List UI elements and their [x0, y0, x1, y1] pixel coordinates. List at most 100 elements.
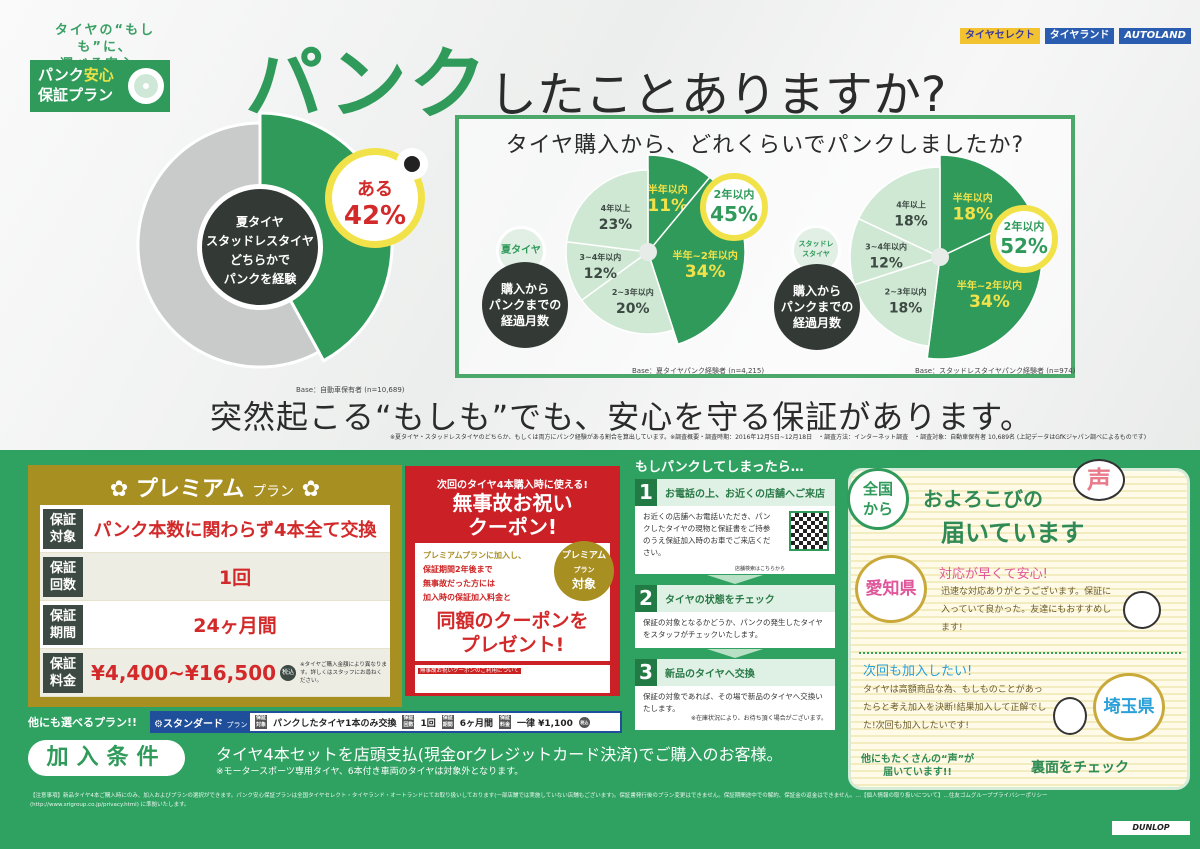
center-line: 夏タイヤ: [236, 215, 284, 229]
studless-base-note: Base：スタッドレスタイヤパンク経験者 (n=974): [915, 367, 1076, 375]
pie-slice: [647, 154, 711, 255]
down-arrow-icon: [707, 575, 763, 584]
row-value: ¥4,400~¥16,500: [91, 660, 277, 685]
slice-category-label: 半年以内: [953, 191, 993, 204]
table-row: 保証 回数 1回: [40, 553, 390, 601]
conditions-note: ※モータースポーツ専用タイヤ、6本付き車両のタイヤは対象外となります。: [216, 767, 524, 777]
check-back-side-link[interactable]: 裏面をチェック: [1031, 760, 1129, 776]
voice-heading: 次回も加入したい!: [863, 664, 973, 679]
center-line: パンクまでの: [488, 298, 562, 312]
survey-footnote: ※夏タイヤ・スタッドレスタイヤのどちらか、もしくは両方にパンク経験がある割合を算…: [390, 434, 1147, 441]
coupon-text: プレミアムプランに加入し、 保証期間2年後まで 無事故だった方には 加入時の保証加入料…: [423, 551, 526, 602]
step-2-body: 保証の対象となるかどうか、パンクの発生したタイヤをスタッフがチェックいたします。: [635, 612, 835, 648]
table-row: 保証 期間 24ヶ月間: [40, 601, 390, 649]
voice-body: タイヤは高額商品な為、もしものことがあったらと考え加入を決断!結果加入して正解で…: [863, 685, 1047, 731]
step-3-heading: 3 新品のタイヤへ交換: [635, 659, 835, 686]
detail-label: 保証期間: [441, 715, 454, 729]
logo-text: パンク: [38, 66, 84, 84]
panel-title: タイヤ購入から、どれくらいでパンクしましたか?: [505, 133, 1025, 158]
summer-center-label: 購入からパンクまでの 経過月数: [482, 262, 568, 348]
center-line: 経過月数: [500, 314, 549, 328]
badge-value: 42%: [343, 201, 407, 231]
slice-category-label: 4年以上: [896, 199, 926, 209]
customer-voices: 全国 から およろこびの 声 届いています 愛知県 対応が早くて安心! 迅速な対応…: [847, 459, 1190, 790]
price-note: ※タイヤご購入金額により異なります。詳しくはスタッフにお尋ねください。: [300, 661, 387, 684]
voices-title: およろこびの: [923, 487, 1043, 511]
step-3-body: 保証の対象であれば、その場で新品のタイヤへ交換いたします。 ※在庫状況により、お待…: [635, 686, 835, 730]
logo-text: 保証プラン: [38, 86, 114, 104]
premium-plan-table: 保証 対象 パンク本数に関わらず4本全て交換 保証 回数 1回 保証 期間 24ヶ月間 保証…: [40, 505, 390, 697]
brand-tireland-logo: タイヤランド: [1044, 28, 1115, 44]
center-line: 購入から: [500, 282, 549, 296]
slice-category-label: 4年以上: [601, 203, 631, 213]
coupon-big-text: 同額のクーポンを プレゼント!: [436, 610, 589, 656]
more-voices-text: 他にもたくさんの“声”が 届いています!!: [861, 754, 975, 778]
divider: [859, 652, 1181, 654]
donut-base-note: Base：自動車保有者 (n=10,689): [296, 386, 405, 394]
down-arrow-icon: [707, 649, 763, 658]
voices-title: 届いています: [941, 519, 1085, 547]
row-value: パンク本数に関わらず4本全て交換: [93, 519, 377, 541]
pie-hub: [639, 243, 657, 261]
detail-value: 一律 ¥1,100: [516, 718, 573, 729]
tagline-line: タイヤの“もしも”に、: [54, 23, 156, 55]
slice-category-label: 半年~2年以内: [672, 249, 737, 262]
detail-value: 6ヶ月間: [459, 718, 493, 729]
center-line: パンクまでの: [780, 300, 854, 314]
qr-caption: 店舗検索はこちらから: [734, 566, 785, 572]
slice-value-label: 18%: [952, 204, 993, 224]
prefecture-saitama: 埼玉県: [1093, 673, 1165, 741]
plan-name: プレミアム: [135, 477, 245, 502]
donut-center-label: 夏タイヤ スタッドレスタイヤ どちらかで パンクを経験: [197, 184, 323, 310]
slice-value-label: 11%: [647, 196, 688, 216]
badge-value: 52%: [1000, 234, 1048, 258]
pie-slice: [580, 250, 675, 335]
pie-slice: [565, 169, 649, 253]
badge-label: ある: [357, 179, 393, 200]
happy-person-icon: [1123, 591, 1161, 629]
detail-value: 1回: [420, 718, 436, 729]
standard-plan-details: 保証対象 パンクしたタイヤ1本のみ交換 保証回数 1回 保証期間 6ヶ月間 保証料金一…: [250, 713, 620, 731]
row-label: 保証 期間: [43, 604, 83, 645]
page-title: パンクしたことありますか?: [245, 22, 946, 134]
badge-label: 2年以内: [713, 188, 755, 201]
plan-logo: パンク安心 保証プラン: [30, 60, 170, 112]
pie-slice: [565, 240, 650, 302]
step-1-body: お近くの店舗へお電話いただき、パンクしたタイヤの現物と保証書をご持参のうえ保証加…: [635, 506, 835, 574]
brand-autoland-logo: AUTOLAND: [1119, 28, 1191, 44]
voice-heading: 対応が早くて安心!: [939, 567, 1048, 582]
center-line: スタッドレスタイヤ: [206, 234, 314, 248]
coupon-notes: 無事故お祝いクーポンのご利用について: [415, 665, 610, 693]
nationwide-badge: 全国 から: [847, 468, 909, 530]
logo-text: 安心: [83, 66, 114, 84]
puncture-steps: もしパンクしてしまったら… 1 お電話の上、お近くの店舗へご来店 お近くの店舗へお…: [635, 460, 835, 730]
slice-category-label: 3~4年以内: [579, 252, 621, 262]
slice-category-label: 2~3年以内: [885, 287, 927, 297]
flat-tire-icon: [398, 150, 426, 178]
badge-value: 45%: [710, 202, 758, 226]
standard-plan-bar: ⚙スタンダード プラン 保証対象 パンクしたタイヤ1本のみ交換 保証回数 1回 保証…: [150, 711, 622, 733]
qr-code[interactable]: [789, 511, 829, 551]
tax-included-badge: 税込: [280, 664, 297, 681]
row-label: 保証 料金: [43, 652, 83, 693]
person-with-glasses-icon: [1053, 697, 1087, 735]
detail-label: 保証回数: [402, 715, 415, 729]
premium-plan-heading: ✿ プレミアム プラン ✿: [109, 477, 321, 502]
center-line: パンクを経験: [223, 272, 297, 286]
slice-value-label: 12%: [584, 266, 618, 282]
row-value: 24ヶ月間: [193, 615, 277, 637]
studless-within-2y-badge: 2年以内 52%: [990, 205, 1058, 273]
dunlop-logo: DUNLOP: [1112, 821, 1190, 835]
badge-label: 2年以内: [1003, 220, 1045, 233]
step-1-heading: 1 お電話の上、お近くの店舗へご来店: [635, 479, 835, 506]
tax-included-badge: 税込: [578, 716, 590, 728]
slice-value-label: 12%: [869, 256, 903, 272]
table-row: 保証 料金 ¥4,400~¥16,500 税込 ※タイヤご購入金額により異なります。詳し…: [40, 649, 390, 697]
slice-category-label: 3~4年以内: [865, 242, 907, 252]
premium-target-badge: プレミアム プラン 対象: [554, 541, 614, 601]
slice-value-label: 20%: [616, 301, 650, 317]
subtitle: 突然起こる“もしも”でも、安心を守る保証があります。: [210, 398, 1033, 436]
conditions-text: タイヤ4本セットを店頭支払(現金orクレジットカード決済)でご購入のお客様。: [216, 745, 783, 764]
detail-label: 保証対象: [255, 715, 267, 729]
summer-within-2y-badge: 2年以内 45%: [700, 173, 768, 241]
